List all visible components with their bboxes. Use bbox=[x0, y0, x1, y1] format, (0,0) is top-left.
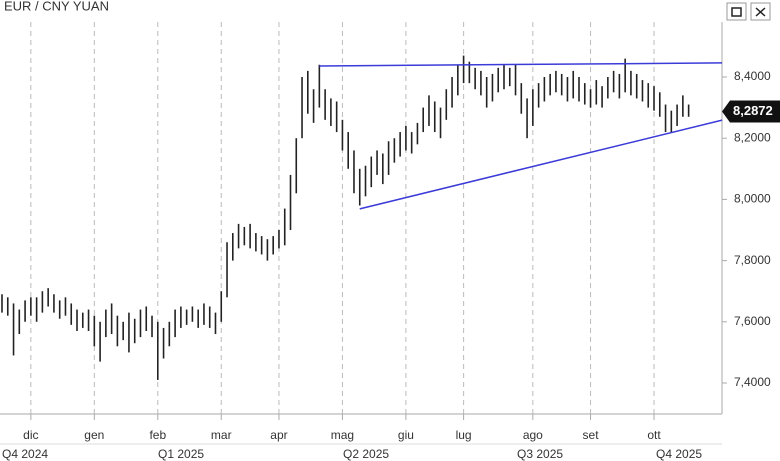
x-tick-label: set bbox=[583, 428, 600, 442]
quarter-label: Q4 2025 bbox=[656, 447, 702, 461]
close-icon bbox=[755, 7, 766, 17]
last-value-label: 8,2872 bbox=[733, 103, 773, 118]
trendline bbox=[359, 119, 723, 210]
y-tick-label: 8,2000 bbox=[734, 130, 771, 144]
y-tick-label: 8,0000 bbox=[734, 192, 771, 206]
x-tick-label: ott bbox=[647, 428, 661, 442]
x-tick-label: ago bbox=[523, 428, 543, 442]
y-tick-label: 7,8000 bbox=[734, 253, 771, 267]
y-tick-label: 8,4000 bbox=[734, 69, 771, 83]
maximize-icon bbox=[731, 7, 742, 17]
chart-title: EUR / CNY YUAN bbox=[4, 0, 109, 13]
quarter-label: Q3 2025 bbox=[517, 447, 563, 461]
maximize-button[interactable] bbox=[726, 2, 747, 21]
x-tick-label: apr bbox=[270, 428, 287, 442]
window-buttons bbox=[726, 2, 771, 21]
y-tick-label: 7,4000 bbox=[734, 375, 771, 389]
x-tick-label: mag bbox=[331, 428, 354, 442]
x-tick-label: giu bbox=[398, 428, 414, 442]
x-tick-label: gen bbox=[84, 428, 104, 442]
quarter-label: Q1 2025 bbox=[158, 447, 204, 461]
x-tick-label: lug bbox=[456, 428, 472, 442]
x-tick-label: dic bbox=[23, 428, 38, 442]
quarter-label: Q4 2024 bbox=[2, 447, 48, 461]
quarter-label: Q2 2025 bbox=[343, 447, 389, 461]
x-tick-label: mar bbox=[211, 428, 232, 442]
x-tick-label: feb bbox=[149, 428, 166, 442]
y-tick-label: 7,6000 bbox=[734, 314, 771, 328]
last-value-tag bbox=[722, 100, 780, 123]
trendline bbox=[319, 62, 723, 67]
